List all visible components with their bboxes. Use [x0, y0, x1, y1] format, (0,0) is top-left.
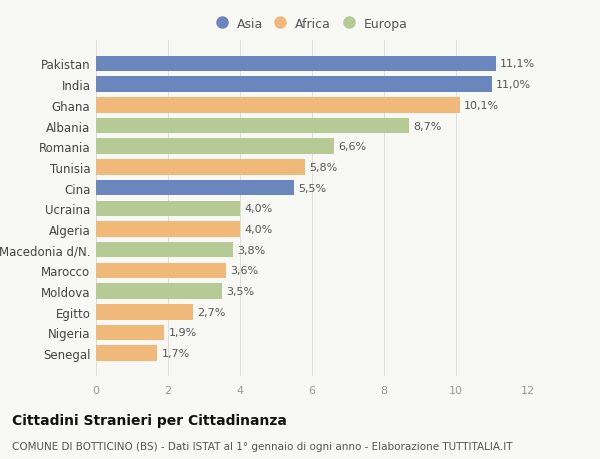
- Text: 1,9%: 1,9%: [169, 328, 197, 338]
- Text: 4,0%: 4,0%: [244, 224, 272, 235]
- Bar: [96, 77, 492, 93]
- Bar: [96, 98, 460, 113]
- Text: 2,7%: 2,7%: [197, 307, 226, 317]
- Bar: [96, 325, 164, 341]
- Text: 3,8%: 3,8%: [237, 245, 265, 255]
- Text: Cittadini Stranieri per Cittadinanza: Cittadini Stranieri per Cittadinanza: [12, 413, 287, 427]
- Text: 5,8%: 5,8%: [309, 162, 337, 173]
- Bar: [96, 180, 294, 196]
- Bar: [96, 139, 334, 155]
- Text: 6,6%: 6,6%: [338, 142, 366, 152]
- Text: 11,0%: 11,0%: [496, 80, 532, 90]
- Text: 8,7%: 8,7%: [413, 121, 442, 131]
- Bar: [96, 201, 240, 217]
- Text: 3,5%: 3,5%: [226, 286, 254, 297]
- Bar: [96, 284, 222, 299]
- Text: 11,1%: 11,1%: [500, 59, 535, 69]
- Legend: Asia, Africa, Europa: Asia, Africa, Europa: [213, 14, 411, 34]
- Text: 4,0%: 4,0%: [244, 204, 272, 214]
- Text: 10,1%: 10,1%: [464, 101, 499, 111]
- Bar: [96, 56, 496, 72]
- Text: COMUNE DI BOTTICINO (BS) - Dati ISTAT al 1° gennaio di ogni anno - Elaborazione : COMUNE DI BOTTICINO (BS) - Dati ISTAT al…: [12, 441, 512, 451]
- Bar: [96, 160, 305, 175]
- Bar: [96, 222, 240, 237]
- Bar: [96, 346, 157, 361]
- Bar: [96, 242, 233, 258]
- Text: 1,7%: 1,7%: [161, 348, 190, 358]
- Bar: [96, 304, 193, 320]
- Text: 5,5%: 5,5%: [298, 183, 326, 193]
- Bar: [96, 263, 226, 279]
- Text: 3,6%: 3,6%: [230, 266, 258, 276]
- Bar: [96, 118, 409, 134]
